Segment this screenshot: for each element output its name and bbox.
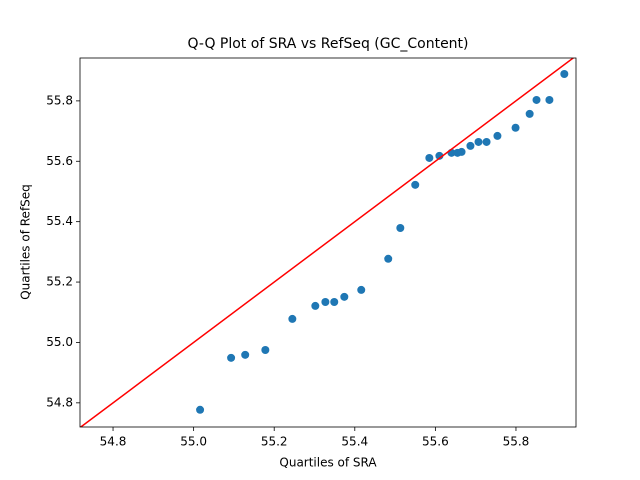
plot-area xyxy=(80,58,575,427)
point xyxy=(525,109,534,118)
x-tick-label: 55.8 xyxy=(503,435,530,449)
point xyxy=(241,350,250,359)
reference-line xyxy=(80,58,575,427)
point xyxy=(396,224,405,233)
y-tick-label: 55.8 xyxy=(46,93,73,107)
point xyxy=(196,405,205,414)
point xyxy=(311,301,320,310)
x-tick-label: 55.2 xyxy=(261,435,288,449)
point xyxy=(330,297,339,306)
point xyxy=(357,285,366,294)
y-tick-label: 55.6 xyxy=(46,154,73,168)
point xyxy=(435,151,444,160)
point xyxy=(482,137,491,146)
point xyxy=(532,95,541,104)
point xyxy=(340,292,349,301)
point xyxy=(466,141,475,150)
point xyxy=(227,353,236,362)
y-tick-label: 54.8 xyxy=(46,395,73,409)
x-axis-label: Quartiles of SRA xyxy=(279,456,377,470)
point xyxy=(261,345,270,354)
y-tick-label: 55.4 xyxy=(46,214,73,228)
y-tick-label: 55.0 xyxy=(46,335,73,349)
point xyxy=(321,297,330,306)
point xyxy=(474,137,483,146)
x-tick-label: 55.6 xyxy=(422,435,449,449)
point xyxy=(384,254,393,263)
x-tick-label: 55.4 xyxy=(341,435,368,449)
axes-frame xyxy=(79,57,577,428)
y-axis-label: Quartiles of RefSeq xyxy=(19,184,33,300)
point xyxy=(425,153,434,162)
x-tick-label: 55.0 xyxy=(180,435,207,449)
point xyxy=(511,123,520,132)
point xyxy=(288,314,297,323)
point xyxy=(560,70,569,79)
point xyxy=(411,180,420,189)
point xyxy=(545,95,554,104)
x-tick-label: 54.8 xyxy=(100,435,127,449)
chart-title: Q-Q Plot of SRA vs RefSeq (GC_Content) xyxy=(187,36,468,52)
point xyxy=(457,147,466,156)
point xyxy=(493,131,502,140)
y-tick-label: 55.2 xyxy=(46,275,73,289)
